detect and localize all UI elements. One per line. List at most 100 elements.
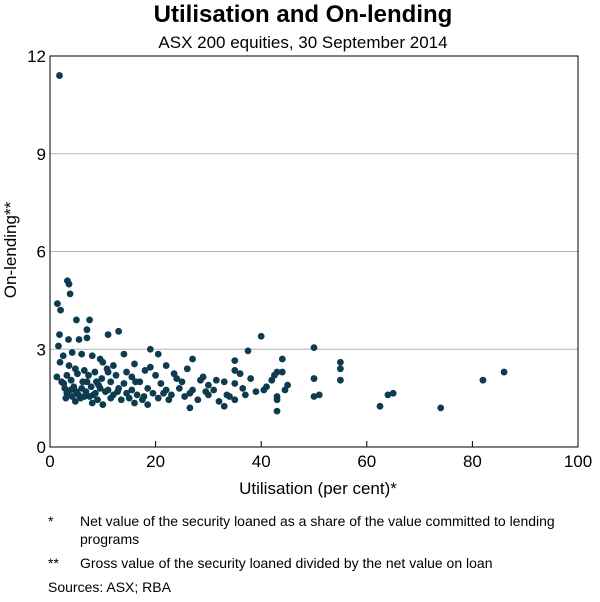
x-axis: 0 20 40 60 80 100 xyxy=(45,441,592,471)
data-point xyxy=(65,336,72,343)
data-point xyxy=(178,378,186,386)
y-tick-label: 0 xyxy=(37,438,46,457)
data-point xyxy=(157,380,165,387)
data-point xyxy=(186,389,194,397)
data-point xyxy=(87,383,95,391)
data-point xyxy=(181,393,189,400)
data-point xyxy=(152,371,160,379)
data-point xyxy=(236,370,244,378)
data-point xyxy=(91,368,99,376)
data-point xyxy=(57,306,64,314)
data-point xyxy=(103,365,111,373)
data-point xyxy=(220,378,228,386)
data-point xyxy=(80,367,88,374)
y-axis: 0 3 6 9 12 xyxy=(27,47,46,457)
data-point xyxy=(65,362,73,369)
data-point xyxy=(257,332,265,340)
data-point xyxy=(107,378,115,386)
chart-subtitle: ASX 200 equities, 30 September 2014 xyxy=(158,33,447,52)
data-point xyxy=(175,384,183,392)
data-point xyxy=(55,342,62,350)
data-point xyxy=(73,316,80,324)
x-tick-label: 40 xyxy=(252,452,271,471)
chart-title: Utilisation and On-lending xyxy=(154,1,453,28)
data-point xyxy=(220,402,228,410)
y-tick-label: 12 xyxy=(27,47,46,66)
data-point xyxy=(53,300,61,308)
data-point xyxy=(223,391,231,399)
data-point xyxy=(141,367,149,374)
data-point xyxy=(247,375,255,382)
data-point xyxy=(114,388,121,396)
data-point xyxy=(132,378,139,386)
data-point xyxy=(271,371,278,379)
data-point xyxy=(99,358,107,366)
data-point xyxy=(120,350,128,358)
data-point xyxy=(128,386,136,394)
x-tick-label: 60 xyxy=(357,452,376,471)
plot-frame xyxy=(49,55,579,448)
data-point xyxy=(86,316,93,324)
data-point xyxy=(197,376,204,384)
data-point xyxy=(154,350,162,358)
data-point xyxy=(56,358,64,366)
data-point xyxy=(215,397,223,405)
data-point xyxy=(56,72,63,79)
data-point xyxy=(104,331,112,338)
data-point xyxy=(125,394,133,402)
data-point xyxy=(94,396,101,404)
data-point xyxy=(389,389,397,397)
data-point xyxy=(479,376,487,384)
data-point xyxy=(89,391,97,399)
data-point xyxy=(437,404,445,412)
data-point xyxy=(231,357,239,365)
data-point xyxy=(112,371,120,379)
data-point xyxy=(78,350,86,358)
data-point xyxy=(337,376,344,384)
data-point xyxy=(66,290,74,298)
data-point xyxy=(123,368,130,376)
data-point xyxy=(239,384,247,392)
data-point xyxy=(278,355,286,363)
x-tick-label: 0 xyxy=(45,452,54,471)
data-point xyxy=(310,344,318,352)
data-point xyxy=(140,393,148,400)
data-point xyxy=(252,388,260,396)
sources-text: Sources: ASX; RBA xyxy=(48,579,171,595)
data-point xyxy=(165,396,173,404)
data-point xyxy=(128,373,136,381)
data-point xyxy=(273,407,281,415)
data-point xyxy=(500,368,508,376)
data-point xyxy=(117,396,125,404)
x-axis-label: Utilisation (per cent)* xyxy=(239,479,397,498)
data-point xyxy=(83,334,91,342)
data-point xyxy=(71,397,79,405)
data-point xyxy=(68,349,76,356)
data-point xyxy=(189,355,196,363)
x-tick-label: 100 xyxy=(564,452,592,471)
data-point xyxy=(75,336,83,343)
data-point xyxy=(83,378,91,386)
footnote-utilisation: * Net value of the security loaned as a … xyxy=(48,512,588,548)
data-point xyxy=(241,391,249,399)
data-point xyxy=(146,363,154,371)
chart-notes: * Net value of the security loaned as a … xyxy=(48,512,588,602)
data-point xyxy=(231,396,239,404)
data-point xyxy=(83,326,91,334)
data-point xyxy=(310,375,318,382)
sources-line: Sources: ASX; RBA xyxy=(48,578,588,596)
data-point xyxy=(376,402,384,410)
data-point xyxy=(384,391,392,399)
data-point xyxy=(88,399,96,407)
data-point xyxy=(194,396,202,404)
data-point xyxy=(231,367,239,374)
data-points xyxy=(53,72,508,415)
data-point xyxy=(337,358,344,366)
footnote-text: Gross value of the security loaned divid… xyxy=(80,555,493,571)
data-point xyxy=(337,365,344,373)
data-point xyxy=(120,380,128,387)
data-point xyxy=(162,362,170,369)
y-tick-label: 3 xyxy=(37,340,46,359)
data-point xyxy=(205,381,212,389)
data-point xyxy=(53,373,61,381)
